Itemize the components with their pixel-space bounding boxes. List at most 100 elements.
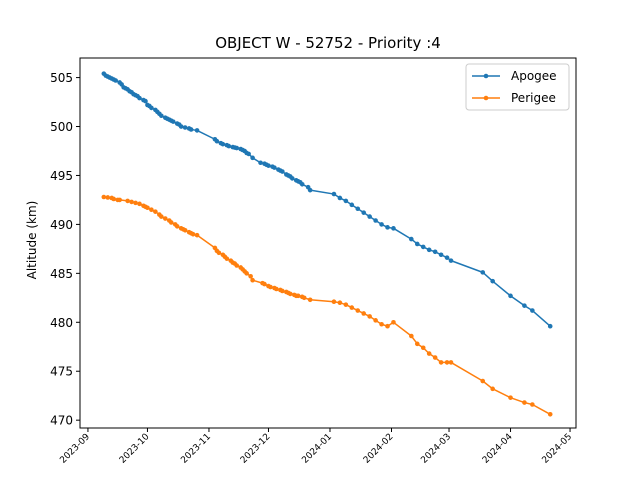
data-point-perigee bbox=[530, 402, 535, 407]
data-point-perigee bbox=[426, 351, 432, 356]
data-point-perigee bbox=[331, 299, 337, 305]
data-point-perigee bbox=[190, 231, 196, 237]
data-point-apogee bbox=[194, 128, 200, 133]
data-point-apogee bbox=[349, 202, 355, 208]
data-point-perigee bbox=[224, 256, 230, 261]
y-tick-label: 480 bbox=[50, 316, 73, 330]
data-point-apogee bbox=[149, 105, 154, 111]
data-point-apogee bbox=[170, 119, 176, 124]
series-layer bbox=[101, 71, 553, 417]
legend-marker-perigee bbox=[483, 95, 489, 101]
data-point-perigee bbox=[137, 201, 142, 207]
data-point-perigee bbox=[438, 360, 444, 365]
y-tick-label: 490 bbox=[50, 218, 73, 232]
plot-frame bbox=[79, 57, 577, 429]
data-point-apogee bbox=[250, 155, 255, 161]
data-point-perigee bbox=[101, 194, 107, 200]
data-point-perigee bbox=[490, 386, 495, 392]
data-point-perigee bbox=[444, 360, 450, 365]
data-point-apogee bbox=[530, 308, 535, 313]
data-point-perigee bbox=[349, 305, 355, 310]
data-point-perigee bbox=[234, 263, 240, 268]
data-point-apogee bbox=[143, 98, 148, 104]
data-point-apogee bbox=[307, 187, 313, 193]
series-perigee bbox=[101, 194, 553, 417]
data-point-perigee bbox=[414, 341, 420, 347]
data-point-perigee bbox=[125, 198, 130, 204]
data-point-apogee bbox=[420, 244, 426, 250]
y-tick-label: 500 bbox=[50, 120, 73, 134]
y-tick-label: 495 bbox=[50, 169, 73, 183]
data-point-perigee bbox=[274, 286, 279, 292]
data-point-perigee bbox=[244, 271, 249, 276]
data-point-apogee bbox=[289, 176, 295, 181]
legend: Apogee Perigee bbox=[465, 63, 570, 111]
data-point-perigee bbox=[159, 214, 164, 219]
data-point-apogee bbox=[480, 270, 486, 275]
data-point-apogee bbox=[159, 113, 164, 119]
data-point-apogee bbox=[448, 258, 454, 263]
data-point-perigee bbox=[194, 232, 200, 238]
data-point-apogee bbox=[299, 181, 305, 187]
data-point-apogee bbox=[409, 236, 414, 242]
data-point-perigee bbox=[262, 281, 267, 287]
y-tick-label: 475 bbox=[50, 365, 73, 379]
data-point-perigee bbox=[379, 321, 384, 327]
data-point-perigee bbox=[248, 273, 253, 279]
data-point-perigee bbox=[547, 412, 553, 417]
data-point-perigee bbox=[367, 314, 372, 319]
y-tick-label: 505 bbox=[50, 71, 73, 85]
data-point-apogee bbox=[266, 163, 271, 168]
data-point-perigee bbox=[343, 302, 349, 307]
data-point-perigee bbox=[117, 197, 122, 203]
data-point-perigee bbox=[174, 224, 180, 229]
data-point-apogee bbox=[280, 169, 285, 174]
legend-marker-apogee bbox=[483, 73, 489, 79]
data-point-apogee bbox=[432, 249, 438, 255]
data-point-perigee bbox=[111, 196, 117, 202]
data-point-perigee bbox=[448, 360, 454, 365]
data-point-apogee bbox=[234, 145, 240, 151]
data-point-apogee bbox=[214, 138, 220, 144]
y-tick-label: 470 bbox=[50, 414, 73, 428]
data-point-perigee bbox=[295, 293, 301, 299]
data-point-perigee bbox=[361, 311, 367, 316]
data-point-perigee bbox=[288, 291, 293, 297]
data-point-perigee bbox=[480, 378, 486, 384]
data-point-perigee bbox=[129, 199, 134, 205]
data-point-perigee bbox=[163, 216, 168, 221]
data-point-apogee bbox=[426, 247, 432, 253]
data-point-perigee bbox=[409, 333, 414, 339]
data-point-perigee bbox=[280, 288, 285, 294]
chart-title: OBJECT W - 52752 - Priority :4 bbox=[215, 34, 441, 52]
y-axis-label: Altitude (km) bbox=[25, 201, 39, 280]
data-point-apogee bbox=[367, 214, 372, 219]
legend-label-apogee: Apogee bbox=[511, 69, 557, 83]
data-point-apogee bbox=[226, 143, 232, 149]
data-point-apogee bbox=[355, 206, 361, 212]
data-point-apogee bbox=[258, 160, 263, 166]
data-point-perigee bbox=[149, 207, 154, 213]
data-point-apogee bbox=[343, 198, 349, 204]
data-point-perigee bbox=[168, 220, 174, 225]
data-point-apogee bbox=[438, 252, 444, 258]
data-point-perigee bbox=[355, 308, 361, 313]
data-point-perigee bbox=[301, 295, 307, 301]
data-point-perigee bbox=[391, 319, 396, 325]
data-point-apogee bbox=[182, 125, 188, 130]
data-point-apogee bbox=[178, 124, 184, 129]
data-point-apogee bbox=[361, 210, 367, 215]
data-point-perigee bbox=[182, 227, 188, 233]
data-point-perigee bbox=[307, 297, 313, 303]
data-point-apogee bbox=[137, 95, 142, 101]
data-point-apogee bbox=[331, 191, 337, 197]
data-point-apogee bbox=[385, 225, 390, 230]
y-tick-label: 485 bbox=[50, 267, 73, 281]
data-point-apogee bbox=[414, 241, 420, 247]
data-point-perigee bbox=[522, 400, 527, 405]
data-point-perigee bbox=[268, 284, 273, 290]
data-point-apogee bbox=[444, 255, 450, 260]
data-point-apogee bbox=[113, 78, 119, 83]
data-point-perigee bbox=[508, 395, 513, 400]
